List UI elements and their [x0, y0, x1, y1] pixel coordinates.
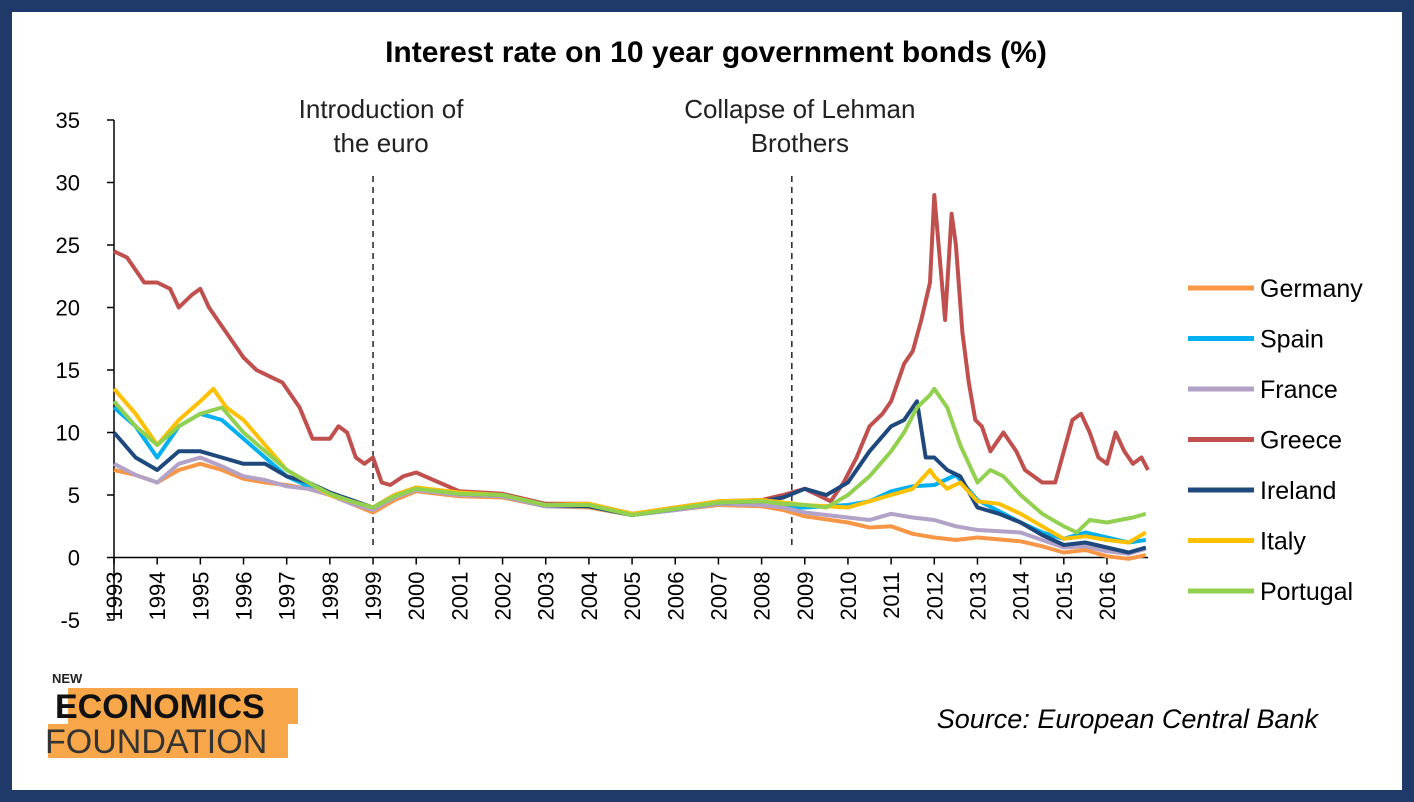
event-annotation-text: Brothers [751, 128, 849, 158]
legend-label-germany: Germany [1260, 275, 1363, 303]
x-tick-label: 2004 [577, 572, 602, 621]
y-tick-label: 35 [56, 108, 80, 133]
event-annotation-text: Collapse of Lehman [684, 94, 915, 124]
y-tick-label: 25 [56, 233, 80, 258]
legend-label-portugal: Portugal [1260, 578, 1353, 606]
y-tick-label: 10 [56, 421, 80, 446]
x-tick-label: 2006 [663, 572, 688, 621]
x-tick-label: 2012 [922, 572, 947, 621]
logo-band-top [68, 688, 298, 724]
x-tick-label: 1997 [275, 572, 300, 621]
logo-band-bottom [48, 724, 288, 758]
logo-economics: ECONOMICS [55, 688, 265, 726]
legend-label-greece: Greece [1260, 427, 1342, 455]
x-tick-label: 1993 [102, 572, 127, 621]
x-tick-label: 2013 [965, 572, 990, 621]
series-lines [112, 193, 1150, 561]
series-line-portugal [112, 386, 1147, 535]
logo-new: NEW [52, 671, 83, 686]
x-tick-label: 2014 [1009, 572, 1034, 621]
x-tick-label: 2015 [1052, 572, 1077, 621]
x-tick-label: 2000 [404, 572, 429, 621]
x-tick-label: 2005 [620, 572, 645, 621]
y-tick-label: 5 [68, 483, 80, 508]
x-tick-label: 1995 [188, 572, 213, 621]
y-tick-label: -5 [60, 608, 80, 633]
y-tick-label: 0 [68, 546, 80, 571]
event-annotation-text: Introduction of [299, 94, 465, 124]
x-tick-label: 2009 [793, 572, 818, 621]
x-tick-label: 1998 [318, 572, 343, 621]
logo-foundation: FOUNDATION [45, 723, 267, 761]
chart-title: Interest rate on 10 year government bond… [385, 36, 1047, 69]
y-tick-label: 30 [56, 171, 80, 196]
y-tick-label: 20 [56, 296, 80, 321]
legend-label-france: France [1260, 376, 1338, 404]
x-tick-label: 2002 [491, 572, 516, 621]
x-tick-label: 2016 [1095, 572, 1120, 621]
legend-label-italy: Italy [1260, 528, 1306, 556]
x-tick-label: 2007 [706, 572, 731, 621]
legend-label-spain: Spain [1260, 326, 1324, 354]
legend-label-ireland: Ireland [1260, 477, 1336, 505]
x-tick-label: 2011 [879, 572, 904, 619]
event-annotation-text: the euro [333, 128, 428, 158]
x-tick-label: 1994 [145, 572, 170, 621]
x-tick-label: 2010 [836, 572, 861, 621]
series-line-spain [112, 405, 1147, 545]
nef-logo: NEW ECONOMICS FOUNDATION [45, 671, 298, 761]
x-tick-label: 2001 [447, 572, 472, 621]
annotations: Introduction of the euro Collapse of Lehma… [299, 94, 915, 548]
x-tick-label: 2003 [534, 572, 559, 621]
source-note: Source: European Central Bank [937, 704, 1320, 734]
x-tick-label: 1999 [361, 572, 386, 621]
y-tick-label: 15 [56, 358, 80, 383]
x-tick-label: 2008 [750, 572, 775, 621]
x-tick-label: 1996 [232, 572, 257, 621]
legend: Germany Spain France Greece Ireland Italy Port… [1188, 275, 1363, 606]
